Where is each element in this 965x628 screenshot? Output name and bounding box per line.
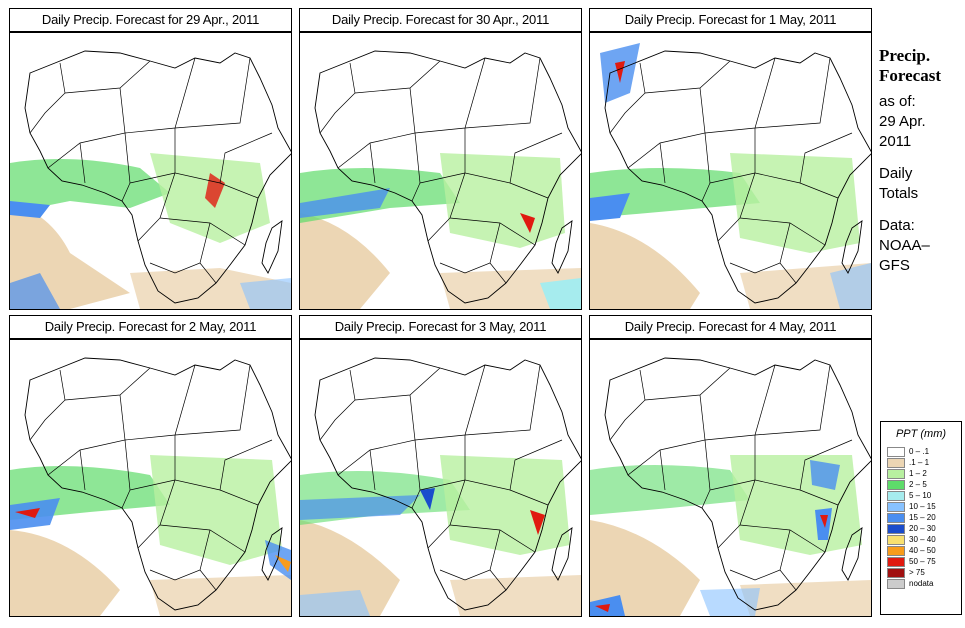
- legend-swatch: [887, 490, 905, 501]
- forecast-panel-1: Daily Precip. Forecast for 29 Apr., 2011: [9, 8, 292, 310]
- forecast-panel-6: Daily Precip. Forecast for 4 May, 2011: [589, 315, 872, 617]
- precip-map: [589, 32, 872, 310]
- legend-item: 0 – .1: [887, 446, 961, 457]
- legend-label: 30 – 40: [909, 535, 936, 544]
- precip-map: [9, 339, 292, 617]
- forecast-panel-5: Daily Precip. Forecast for 3 May, 2011: [299, 315, 582, 617]
- legend-label: 2 – 5: [909, 480, 927, 489]
- panel-title: Daily Precip. Forecast for 1 May, 2011: [589, 8, 872, 32]
- legend-item: 40 – 50: [887, 545, 961, 556]
- legend-label: 5 – 10: [909, 491, 932, 500]
- legend-item: 2 – 5: [887, 479, 961, 490]
- precip-legend: PPT (mm) 0 – .1 .1 – 1 1 – 2 2 – 5 5 – 10 10 …: [880, 421, 962, 615]
- forecast-info: Precip. Forecast as of: 29 Apr. 2011 Dai…: [879, 46, 961, 276]
- precip-map: [589, 339, 872, 617]
- forecast-panel-4: Daily Precip. Forecast for 2 May, 2011: [9, 315, 292, 617]
- legend-rows: 0 – .1 .1 – 1 1 – 2 2 – 5 5 – 10 10 – 15 15 – …: [881, 446, 961, 589]
- legend-item: 10 – 15: [887, 501, 961, 512]
- data-source-1: Data:: [879, 217, 915, 234]
- panel-title: Daily Precip. Forecast for 30 Apr., 2011: [299, 8, 582, 32]
- legend-swatch: [887, 468, 905, 479]
- legend-swatch: [887, 545, 905, 556]
- legend-swatch: [887, 534, 905, 545]
- heading-line-2: Forecast: [879, 66, 941, 85]
- legend-title: PPT (mm): [895, 428, 947, 440]
- legend-swatch: [887, 556, 905, 567]
- legend-swatch: [887, 501, 905, 512]
- legend-swatch: [887, 512, 905, 523]
- panel-title: Daily Precip. Forecast for 3 May, 2011: [299, 315, 582, 339]
- as-of-date-2: 2011: [879, 133, 912, 150]
- legend-item: 20 – 30: [887, 523, 961, 534]
- legend-label: 0 – .1: [909, 447, 930, 456]
- legend-label: 50 – 75: [909, 557, 936, 566]
- data-source-3: GFS: [879, 257, 910, 274]
- legend-label: 40 – 50: [909, 546, 936, 555]
- precip-map: [299, 32, 582, 310]
- legend-item: 15 – 20: [887, 512, 961, 523]
- legend-item: nodata: [887, 578, 961, 589]
- legend-swatch: [887, 479, 905, 490]
- totals-line-2: Totals: [879, 185, 919, 202]
- legend-label: nodata: [909, 579, 934, 588]
- heading-line-1: Precip.: [879, 46, 931, 65]
- legend-label: 1 – 2: [909, 469, 927, 478]
- data-source-2: NOAA–: [879, 237, 930, 254]
- legend-item: 1 – 2: [887, 468, 961, 479]
- legend-swatch: [887, 567, 905, 578]
- legend-label: 10 – 15: [909, 502, 936, 511]
- legend-label: 20 – 30: [909, 524, 936, 533]
- legend-item: .1 – 1: [887, 457, 961, 468]
- forecast-panel-2: Daily Precip. Forecast for 30 Apr., 2011: [299, 8, 582, 310]
- panel-title: Daily Precip. Forecast for 29 Apr., 2011: [9, 8, 292, 32]
- precip-map: [9, 32, 292, 310]
- panel-title: Daily Precip. Forecast for 4 May, 2011: [589, 315, 872, 339]
- legend-swatch: [887, 457, 905, 468]
- legend-swatch: [887, 578, 905, 589]
- totals-line-1: Daily: [879, 165, 913, 182]
- precip-map: [299, 339, 582, 617]
- panel-title: Daily Precip. Forecast for 2 May, 2011: [9, 315, 292, 339]
- as-of-date-1: 29 Apr.: [879, 113, 926, 130]
- legend-item: 50 – 75: [887, 556, 961, 567]
- legend-label: .1 – 1: [909, 458, 930, 467]
- legend-item: 30 – 40: [887, 534, 961, 545]
- legend-swatch: [887, 523, 905, 534]
- forecast-panel-3: Daily Precip. Forecast for 1 May, 2011: [589, 8, 872, 310]
- legend-swatch: [887, 446, 905, 457]
- legend-label: > 75: [909, 568, 925, 577]
- legend-item: 5 – 10: [887, 490, 961, 501]
- legend-item: > 75: [887, 567, 961, 578]
- as-of-label: as of:: [879, 93, 916, 110]
- legend-label: 15 – 20: [909, 513, 936, 522]
